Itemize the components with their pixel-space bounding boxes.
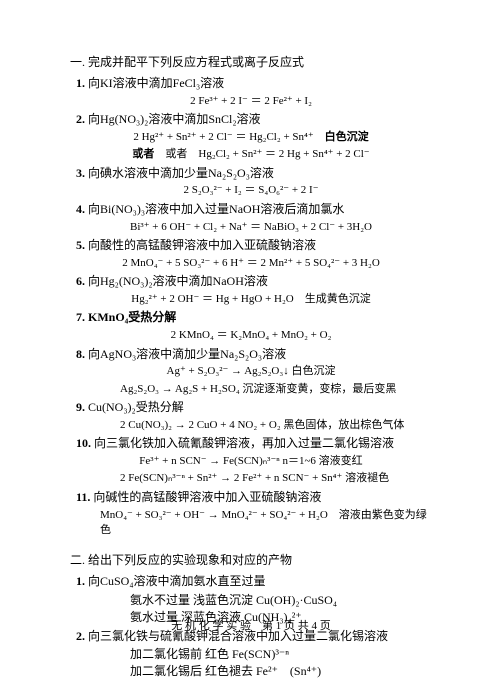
eq-4: Bi³⁺ + 6 OH⁻ + Cl₂ + Na⁺ ＝ NaBiO₃ + 2 Cl… (70, 220, 432, 235)
eq-5: 2 MnO₄⁻ + 5 SO₃²⁻ + 6 H⁺ ＝ 2 Mn²⁺ + 5 SO… (70, 256, 432, 271)
item-10: 10. 向三氯化铁加入硫氰酸钾溶液，再加入过量二氯化锡溶液 (76, 435, 432, 452)
item-7: 7. KMnO₄受热分解 (76, 309, 432, 326)
eq-2b: 或者 或者 Hg₂Cl₂ + Sn²⁺ ＝ 2 Hg + Sn⁴⁺ + 2 Cl… (70, 147, 432, 162)
item-4: 4. 向Bi(NO₃)₃溶液中加入过量NaOH溶液后滴加氯水 (76, 201, 432, 218)
item-8: 8. 向AgNO₃溶液中滴加少量Na₂S₂O₃溶液 (76, 346, 432, 363)
eq-8a: Ag⁺ + S₂O₃²⁻ → Ag₂S₂O₃↓ 白色沉淀 (70, 364, 432, 379)
item-11: 11. 向碱性的高锰酸钾溶液中加入亚硫酸钠溶液 (76, 489, 432, 506)
s2-item-1: 1. 向CuSO₄溶液中滴加氨水直至过量 (76, 573, 432, 590)
item-5: 5. 向酸性的高锰酸钾溶液中加入亚硫酸钠溶液 (76, 237, 432, 254)
eq-6: Hg₂²⁺ + 2 OH⁻ ＝ Hg + HgO + H₂O 生成黄色沉淀 (70, 292, 432, 307)
item-1: 1. 向KI溶液中滴加FeCl₃溶液 (76, 75, 432, 92)
eq-8b: Ag₂S₂O₃ → Ag₂S + H₂SO₄ 沉淀逐渐变黄，变棕，最后变黑 (120, 382, 432, 397)
item-9: 9. Cu(NO₃)₂受热分解 (76, 399, 432, 416)
eq-3: 2 S₂O₃²⁻ + I₂ ＝ S₄O₆²⁻ + 2 I⁻ (70, 183, 432, 198)
eq-10a: Fe³⁺ + n SCN⁻ → Fe(SCN)ₙ³⁻ⁿ n＝1~6 溶液变红 (70, 454, 432, 469)
section1-title: 一. 完成并配平下列反应方程式或离子反应式 (70, 54, 432, 71)
item-6: 6. 向Hg₂(NO₃)₂溶液中滴加NaOH溶液 (76, 273, 432, 290)
section2-title: 二. 给出下列反应的实验现象和对应的产物 (70, 552, 432, 569)
eq-2a: 2 Hg²⁺ + Sn²⁺ + 2 Cl⁻ ＝ Hg₂Cl₂ + Sn⁴⁺ 白色… (70, 130, 432, 145)
eq-1: 2 Fe³⁺ + 2 I⁻ ＝ 2 Fe²⁺ + I₂ (70, 94, 432, 109)
s2-1-l1: 氨水不过量 浅蓝色沉淀 Cu(OH)₂·CuSO₄ (130, 592, 432, 609)
s2-2-l2: 加二氯化锡后 红色褪去 Fe²⁺ (Sn⁴⁺) (130, 663, 432, 680)
page-footer: 无 机 化 学 实 验 第 1 页 共 4 页 (0, 619, 502, 634)
eq-9: 2 Cu(NO₃)₂ → 2 CuO + 4 NO₂ + O₂ 黑色固体，放出棕… (120, 418, 432, 433)
eq-10b: 2 Fe(SCN)ₙ³⁻ⁿ + Sn²⁺ → 2 Fe²⁺ + n SCN⁻ +… (120, 471, 432, 486)
eq-11: MnO₄⁻ + SO₃²⁻ + OH⁻ → MnO₄²⁻ + SO₄²⁻ + H… (100, 508, 432, 539)
item-3: 3. 向碘水溶液中滴加少量Na₂S₂O₃溶液 (76, 165, 432, 182)
eq-7: 2 KMnO₄ ＝ K₂MnO₄ + MnO₂ + O₂ (70, 328, 432, 343)
item-2: 2. 向Hg(NO₃)₂溶液中滴加SnCl₂溶液 (76, 111, 432, 128)
